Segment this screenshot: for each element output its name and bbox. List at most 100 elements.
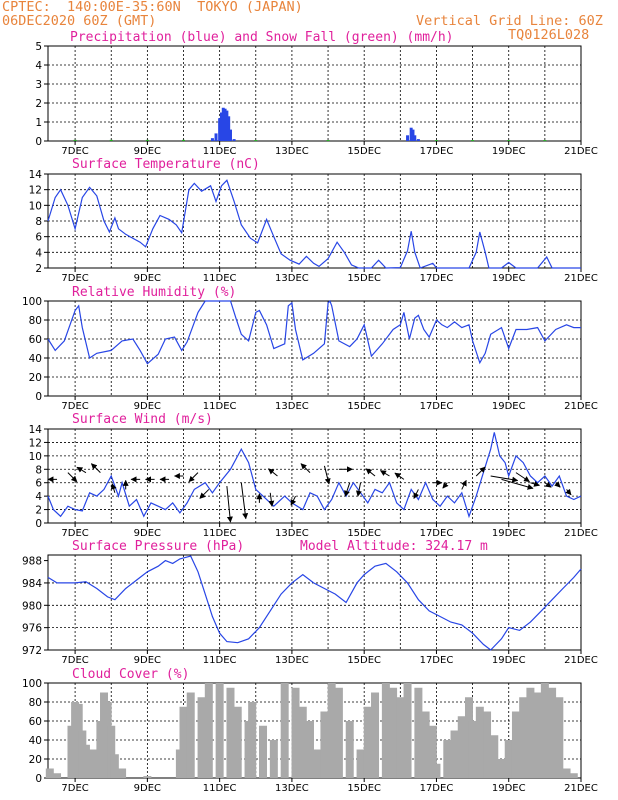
panel1-xtick-label: 11DEC [203,146,237,157]
panel6-bar [396,697,405,778]
panel3-ytick-label: 60 [29,334,42,346]
panel6-xtick-label: 17DEC [420,783,454,794]
panel6-bar [421,711,430,778]
panel6-xtick-label: 7DEC [61,783,88,794]
panel6-bar [562,768,571,778]
panel1-bar [471,140,475,142]
panel2-xtick-label: 11DEC [203,273,237,284]
panel4-wind-arrow [188,472,199,483]
panel6-xtick-label: 9DEC [134,783,161,794]
panel6-bar [483,711,492,778]
panel1-ytick-label: 4 [35,60,42,72]
panel1-ytick-label: 3 [35,79,42,91]
panel6-xtick-label: 15DEC [347,783,381,794]
panel6-ytick-label: 20 [29,754,42,766]
panel5-ytick-label: 980 [22,600,42,612]
panel6-bar [107,725,116,778]
panel4-ytick-label: 2 [35,505,42,517]
panel4-ytick-label: 8 [35,464,42,476]
panel2-xtick-label: 9DEC [134,273,161,284]
panel1-bar [109,139,113,141]
panel6-ytick-label: 0 [35,773,42,785]
panel6-xtick-label: 13DEC [275,783,309,794]
panel3-ytick-label: 20 [29,372,42,384]
panel4-ytick-label: 6 [35,478,42,490]
panel1-ytick-label: 1 [35,117,42,129]
panel1-bar [543,140,547,142]
panel4-xtick-label: 17DEC [420,528,454,539]
panel4-wind-arrow [226,486,233,523]
panel6-bar [540,683,549,778]
panel6-xtick-label: 11DEC [203,783,237,794]
panel2-ytick-label: 10 [29,200,42,212]
panel1-xtick-label: 13DEC [275,146,309,157]
panel6-bar [298,706,307,778]
panel1-bar [182,139,186,141]
panel1-title: Precipitation (blue) and Snow Fall (gree… [70,30,454,45]
panel1-xtick-label: 7DEC [61,146,88,157]
panel5-xtick-label: 19DEC [492,655,526,666]
panel1-bar [413,135,417,141]
panel1-bar [145,139,149,141]
panel3-series-line [47,299,581,365]
panel4-series-line [47,432,582,519]
panel6-bar [432,763,441,778]
panel6-title: Cloud Cover (%) [72,667,189,682]
panel4-xtick-label: 13DEC [275,528,309,539]
panel6-bar [468,721,477,778]
panel6-bar [519,697,528,778]
panel1-bar [228,129,232,141]
panel1-bar [406,135,410,141]
panel3-xtick-label: 9DEC [134,401,161,412]
panel4-xtick-label: 11DEC [203,528,237,539]
panel4-wind-arrow [110,483,117,493]
panel6-bar [204,683,213,778]
panel5-title: Surface Pressure (hPa) [72,539,244,554]
panel2-ytick-label: 2 [35,263,42,275]
panel4-xtick-label: 9DEC [134,528,161,539]
panel4-wind-arrow [394,472,405,480]
panel1-bar [227,116,231,141]
panel3-frame [47,300,582,397]
panel4-wind-arrow [323,465,331,485]
panel1-xtick-label: 15DEC [347,146,381,157]
panel5-ytick-label: 988 [22,556,42,568]
panel4-ytick-label: 10 [29,451,42,463]
panel4-frame [47,428,582,524]
panel3-title: Relative Humidity (%) [72,285,236,300]
panel6-bar [248,702,257,778]
panel2-xtick-label: 7DEC [61,273,88,284]
panel6-bar [457,716,466,778]
panel6-bar [53,773,62,778]
panel3-xtick-label: 19DEC [492,401,526,412]
panel6-bar [45,768,54,778]
panel3-xtick-label: 13DEC [275,401,309,412]
header-grid-line: Vertical Grid Line: 60Z [416,13,603,29]
panel1-bar [73,139,77,141]
panel5-xtick-label: 17DEC [420,655,454,666]
panel1-bar [411,129,415,141]
panel2-xtick-label: 15DEC [347,273,381,284]
panel6-ytick-label: 40 [29,735,42,747]
panel6-bar [81,744,90,778]
panel1-xtick-label: 19DEC [492,146,526,157]
header-station: CPTEC: 140:00E-35:60N TOKYO (JAPAN) [2,0,303,15]
panel6-bar [118,768,127,778]
panel6-bar [555,697,564,778]
panel4-wind-arrow [475,466,486,477]
panel6-bar [533,692,542,778]
panel4-wind-arrow [461,479,467,490]
panel4-wind-arrow [199,489,210,499]
panel4-wind-arrow [515,472,530,483]
panel5-xtick-label: 21DEC [564,655,598,666]
panel6-bar [511,711,520,778]
panel6-bar [233,706,242,778]
panel4-xtick-label: 15DEC [347,528,381,539]
panel2-ytick-label: 12 [29,185,42,197]
panel4-wind-arrow [413,489,419,499]
panel4-wind-arrow [442,482,449,489]
panel4-xtick-label: 21DEC [564,528,598,539]
panel2-ytick-label: 8 [35,216,42,228]
panel1-bar [416,139,420,141]
panel6-bar [143,776,152,778]
